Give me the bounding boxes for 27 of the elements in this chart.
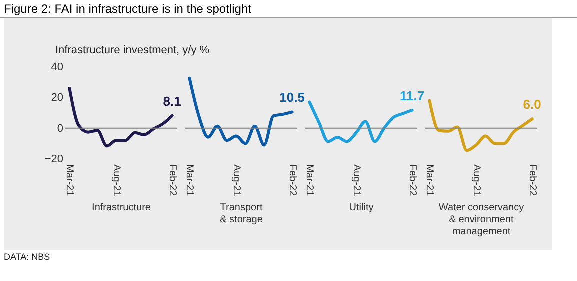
y-tick-label: 20	[51, 92, 64, 104]
data-label: 11.7	[400, 88, 425, 104]
x-tick-label: Aug-21	[350, 164, 362, 198]
chart-title: Figure 2: FAI in infrastructure is in the spotlight	[0, 0, 577, 18]
y-axis-title: Infrastructure investment, y/y %	[56, 44, 210, 56]
data-label: 8.1	[163, 94, 182, 109]
x-axis-title: Transport & storage	[220, 202, 264, 226]
x-axis-title: Infrastructure	[92, 202, 152, 214]
x-tick-label: Mar-21	[64, 164, 76, 197]
x-tick-label: Mar-21	[184, 164, 196, 197]
x-tick-label: Aug-21	[110, 164, 122, 198]
text: DATA: NBS	[3, 251, 52, 264]
x-tick-label: Feb-22	[526, 164, 538, 197]
x-tick-label: Aug-21	[470, 164, 482, 198]
y-tick-label: 40	[51, 62, 64, 74]
x-tick-label: Mar-21	[424, 164, 436, 197]
x-tick-label: Aug-21	[230, 164, 242, 198]
x-tick-label: Feb-22	[286, 164, 298, 197]
data-label: 6.0	[523, 97, 542, 112]
x-tick-label: Feb-22	[166, 164, 178, 197]
x-axis-title: Utility	[349, 202, 374, 214]
data-label: 10.5	[280, 90, 305, 106]
x-tick-label: Feb-22	[406, 164, 418, 197]
y-tick-label: 0	[57, 122, 64, 135]
x-tick-label: Mar-21	[304, 164, 316, 197]
x-axis-title: Water conservancy & environment management	[438, 202, 524, 238]
y-tick-label: −20	[44, 154, 64, 166]
